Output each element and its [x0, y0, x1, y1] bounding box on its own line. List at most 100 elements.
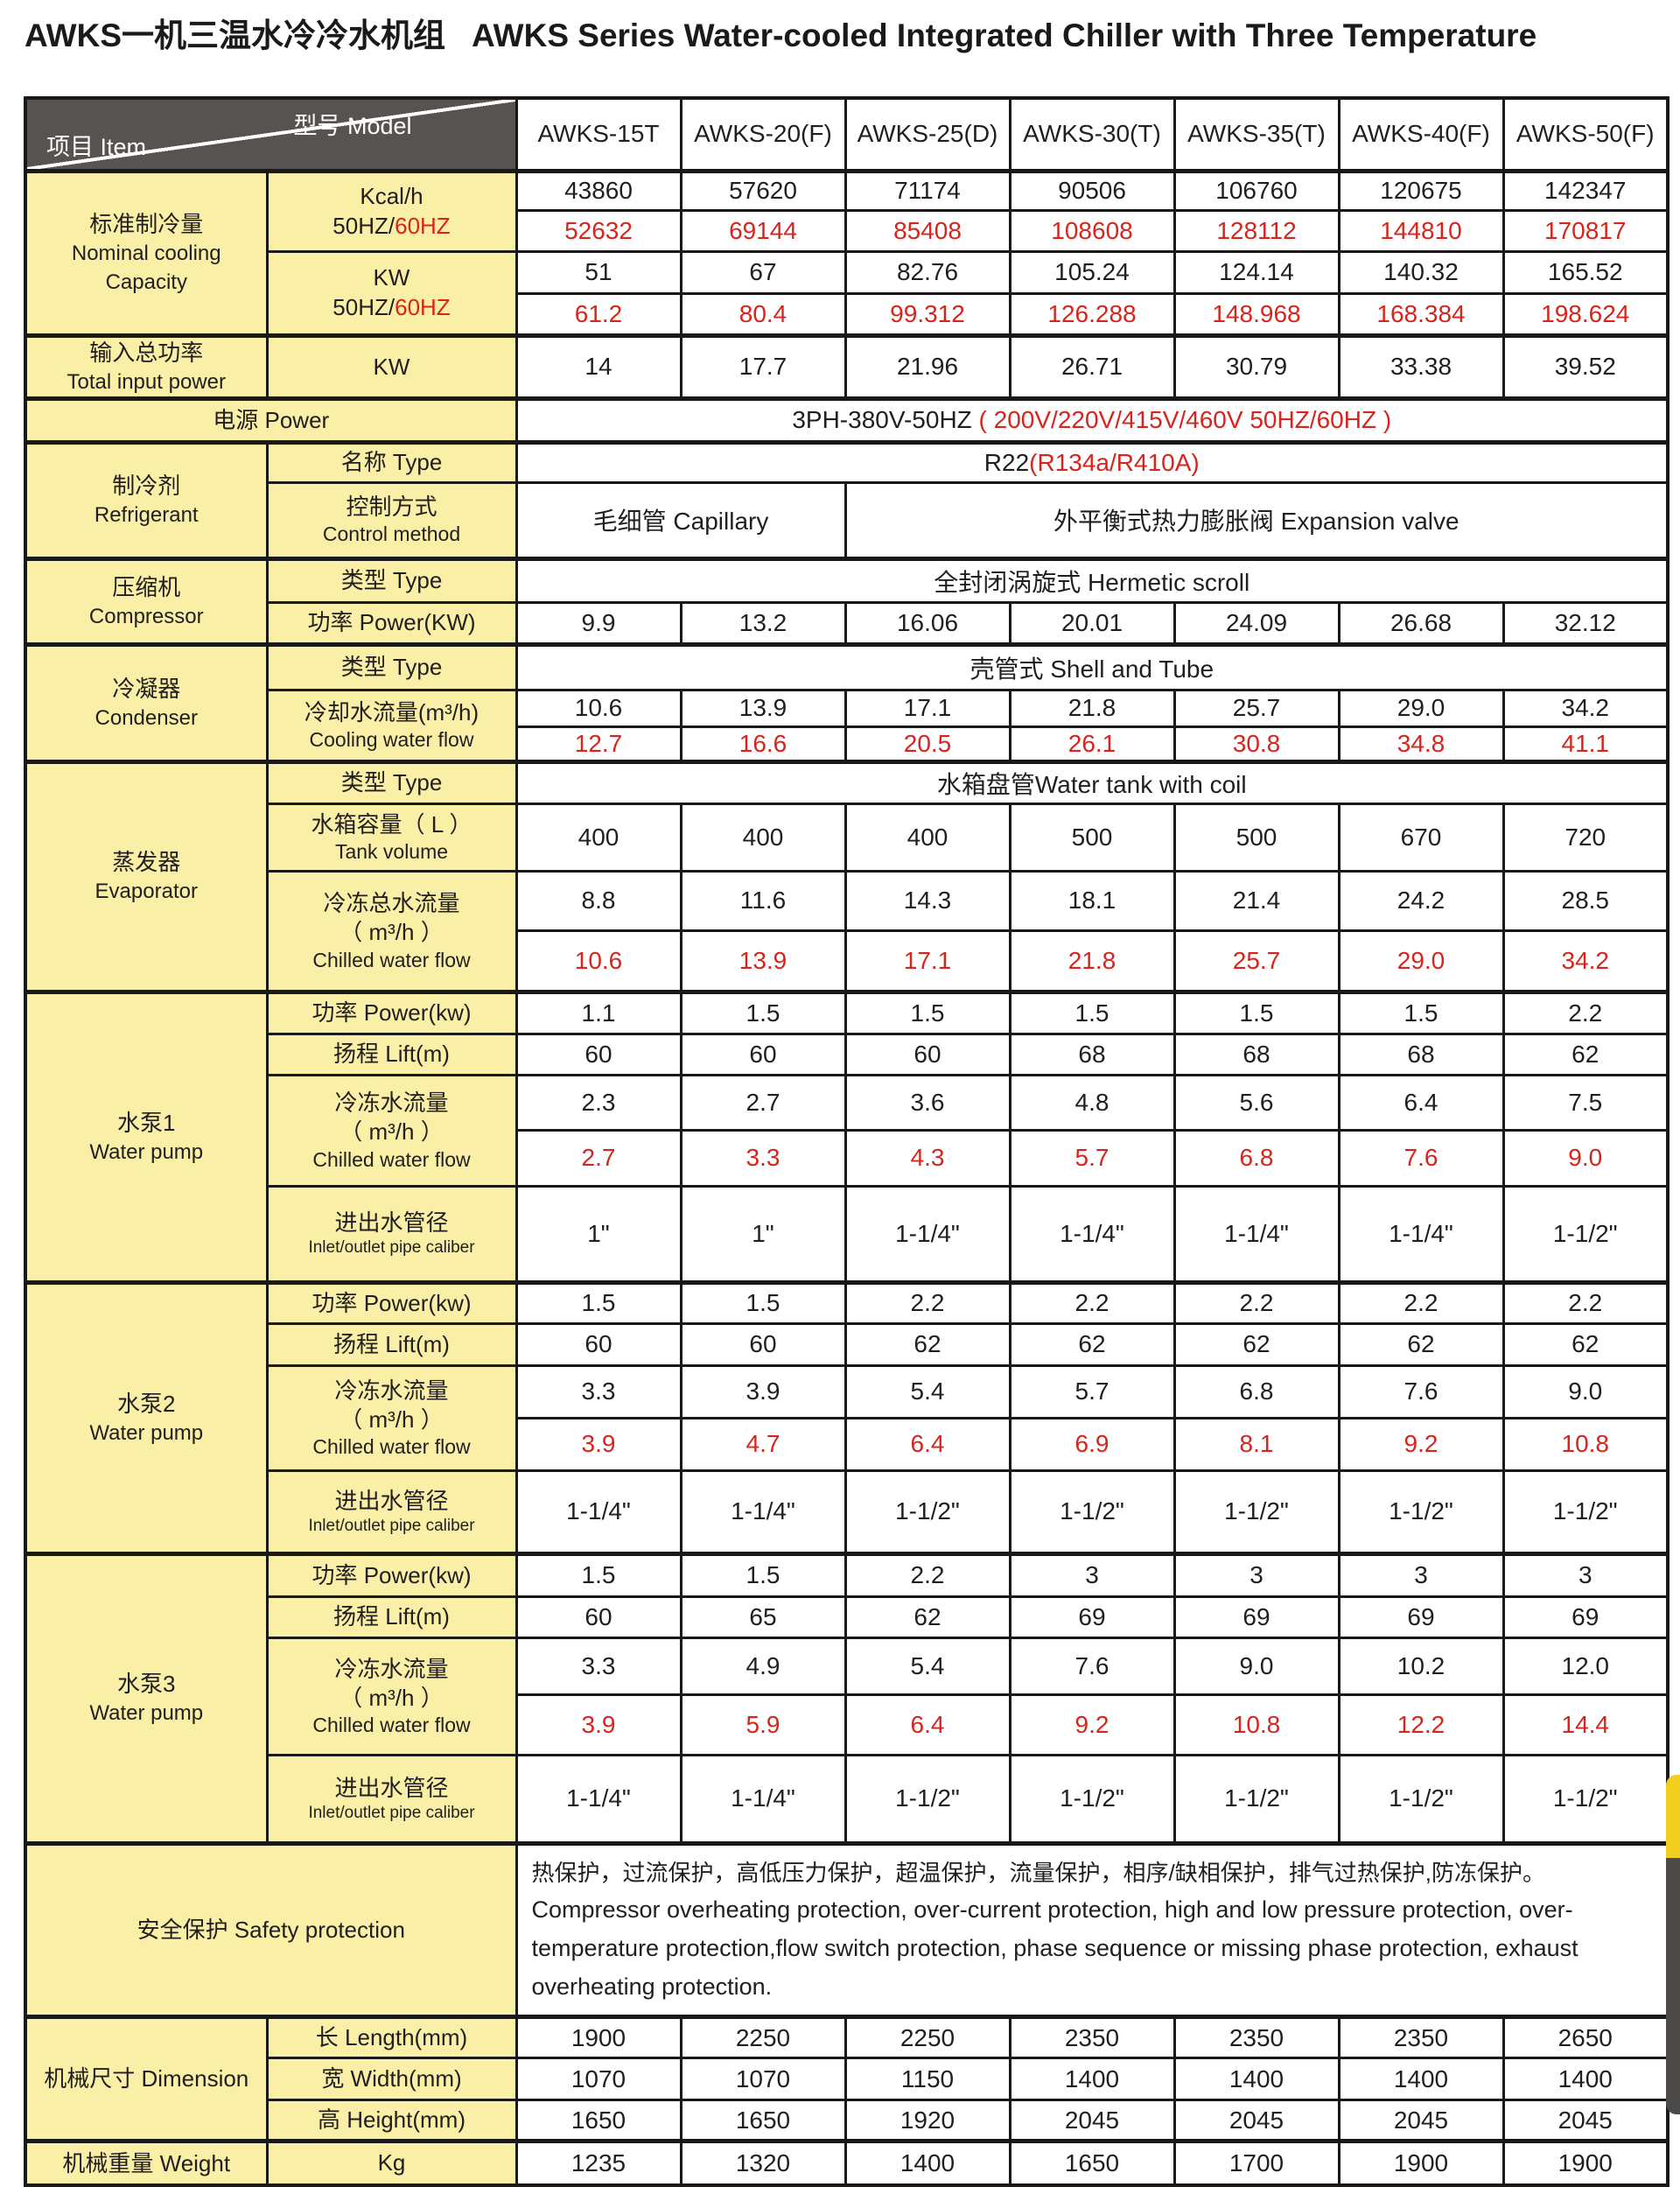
value-cell: 1-1/2" [1502, 1753, 1670, 1845]
value-cell: 69 [1008, 1595, 1176, 1639]
value-cell-condenser-type: 壳管式 Shell and Tube [514, 641, 1670, 691]
sub-label-evaporator-type: 类型 Type [265, 759, 518, 805]
value-cell: 2.2 [1502, 989, 1670, 1035]
value-cell: 3.6 [844, 1073, 1012, 1132]
value-cell: 1150 [844, 2057, 1012, 2102]
value-cell: 69 [1502, 1595, 1670, 1639]
group-label-dimension: 机械尺寸 Dimension [24, 2015, 269, 2143]
row-refrigerant-control: 控制方式 Control method 毛细管 Capillary 外平衡式热力… [25, 480, 1670, 560]
value-cell: 21.96 [844, 333, 1012, 400]
row-pump2-power: 水泵2 Water pump 功率 Power(kw) 1.5 1.5 2.2 … [24, 1279, 1670, 1555]
value-cell: 99.312 [844, 291, 1012, 337]
value-cell: 69 [1172, 1595, 1340, 1639]
model-column-header: AWKS-40(F) [1337, 96, 1505, 172]
value-cell: 60 [844, 1032, 1012, 1076]
value-cell: 5.7 [1008, 1363, 1176, 1419]
value-cell: 400 [514, 802, 682, 873]
value-cell: 3 [1172, 1551, 1340, 1598]
value-cell: 5.4 [844, 1363, 1012, 1419]
value-cell: 128112 [1172, 208, 1340, 253]
value-cell: 5.9 [679, 1693, 847, 1756]
sub-label-pump1-flow: 冷冻水流量 （ m³/h ） Chilled water flow [265, 1073, 518, 1188]
spec-table: 型号 Model 项目 Item AWKS-15T AWKS-20(F) AWK… [24, 96, 1670, 2187]
value-cell-power-supply: 3PH-380V-50HZ ( 200V/220V/415V/460V 50HZ… [514, 396, 1670, 444]
value-cell: 52632 [514, 208, 682, 253]
value-cell: 140.32 [1337, 249, 1505, 295]
value-cell: 39.52 [1502, 333, 1670, 400]
value-cell: 1920 [844, 2099, 1012, 2143]
value-cell: 2650 [1502, 2015, 1670, 2060]
group-label-power-supply: 电源 Power [24, 396, 518, 444]
value-cell: 9.0 [1172, 1636, 1340, 1696]
row-weight: 机械重量 Weight Kg 1235 1320 1400 1650 1700 … [24, 2139, 1670, 2187]
value-cell: 148.968 [1172, 291, 1340, 337]
value-cell: 1400 [844, 2139, 1012, 2187]
sub-label-compressor-type: 类型 Type [265, 556, 518, 604]
value-cell: 4.8 [1008, 1073, 1176, 1132]
value-cell: 20.5 [844, 725, 1012, 763]
value-cell: 14.4 [1502, 1693, 1670, 1756]
value-cell: 26.71 [1008, 333, 1176, 400]
group-label-capacity: 标准制冷量 Nominal cooling Capacity [24, 168, 269, 337]
value-cell: 142347 [1502, 168, 1670, 212]
row-power-supply: 电源 Power 3PH-380V-50HZ ( 200V/220V/415V/… [24, 396, 1670, 444]
value-cell: 62 [1502, 1321, 1670, 1367]
value-cell: 4.9 [679, 1636, 847, 1696]
value-cell: 10.6 [514, 688, 682, 728]
group-label-evaporator: 蒸发器 Evaporator [24, 759, 269, 993]
value-cell: 6.8 [1172, 1363, 1340, 1419]
group-label-pump2: 水泵2 Water pump [24, 1279, 269, 1555]
value-cell: 1400 [1337, 2057, 1505, 2102]
row-condenser-type: 冷凝器 Condenser 类型 Type 壳管式 Shell and Tube [24, 641, 1670, 763]
value-cell: 1-1/4" [1172, 1184, 1340, 1284]
value-cell: 1" [679, 1184, 847, 1284]
value-cell: 1-1/2" [1172, 1469, 1340, 1555]
row-refrigerant-name: 制冷剂 Refrigerant 名称 Type R22(R134a/R410A) [24, 439, 1670, 560]
value-cell: 7.5 [1502, 1073, 1670, 1132]
value-cell: 14 [514, 333, 682, 400]
row-compressor-power: 功率 Power(KW) 9.9 13.2 16.06 20.01 24.09 … [25, 600, 1670, 646]
sub-label-pump3-power: 功率 Power(kw) [265, 1551, 518, 1598]
group-label-pump3: 水泵3 Water pump [24, 1551, 269, 1845]
value-cell: 60 [514, 1595, 682, 1639]
value-cell: 1-1/2" [1502, 1469, 1670, 1555]
row-pump1-pipe: 进出水管径 Inlet/outlet pipe caliber 1" 1" 1-… [25, 1184, 1670, 1284]
value-cell: 2350 [1172, 2015, 1340, 2060]
value-cell: 108608 [1008, 208, 1176, 253]
sub-label-pump3-lift: 扬程 Lift(m) [265, 1595, 518, 1639]
row-capacity-kcal-60hz: 52632 69144 85408 108608 128112 144810 1… [25, 208, 1670, 253]
safety-protection-text: 热保护，过流保护，高低压力保护，超温保护，流量保护，相序/缺相保护，排气过热保护… [514, 1840, 1670, 2019]
group-label-refrigerant: 制冷剂 Refrigerant [24, 439, 269, 560]
value-cell: 670 [1337, 802, 1505, 873]
row-capacity-kw-50hz: KW 50HZ/60HZ 51 67 82.76 105.24 124.14 1… [25, 249, 1670, 337]
value-cell: 500 [1008, 802, 1176, 873]
value-cell: 14.3 [844, 869, 1012, 932]
value-cell: 29.0 [1337, 929, 1505, 993]
value-cell: 82.76 [844, 249, 1012, 295]
value-cell: 6.4 [844, 1693, 1012, 1756]
value-cell: 1-1/4" [679, 1753, 847, 1845]
value-cell: 16.6 [679, 725, 847, 763]
sub-label-tank-volume: 水箱容量（ L ） Tank volume [265, 802, 518, 873]
value-cell: 3 [1337, 1551, 1505, 1598]
value-cell: 17.1 [844, 929, 1012, 993]
sub-label-compressor-power: 功率 Power(KW) [265, 600, 518, 646]
model-column-header: AWKS-25(D) [844, 96, 1012, 172]
row-dimension-height: 高 Height(mm) 1650 1650 1920 2045 2045 20… [25, 2099, 1670, 2143]
value-cell: 8.8 [514, 869, 682, 932]
value-cell: 62 [844, 1595, 1012, 1639]
sub-label-pump1-pipe: 进出水管径 Inlet/outlet pipe caliber [265, 1184, 518, 1284]
value-cell: 29.0 [1337, 688, 1505, 728]
value-cell: 1-1/2" [1337, 1753, 1505, 1845]
row-evaporator-type: 蒸发器 Evaporator 类型 Type 水箱盘管Water tank wi… [24, 759, 1670, 993]
value-cell: 2.2 [1008, 1279, 1176, 1325]
value-cell: 65 [679, 1595, 847, 1639]
value-cell: 10.8 [1172, 1693, 1340, 1756]
value-cell: 16.06 [844, 600, 1012, 646]
row-condenser-flow-60hz: 12.7 16.6 20.5 26.1 30.8 34.8 41.1 [25, 725, 1670, 763]
model-column-header: AWKS-50(F) [1502, 96, 1670, 172]
value-cell: 198.624 [1502, 291, 1670, 337]
value-cell: 3.3 [679, 1128, 847, 1188]
value-cell: 126.288 [1008, 291, 1176, 337]
value-cell: 3 [1008, 1551, 1176, 1598]
